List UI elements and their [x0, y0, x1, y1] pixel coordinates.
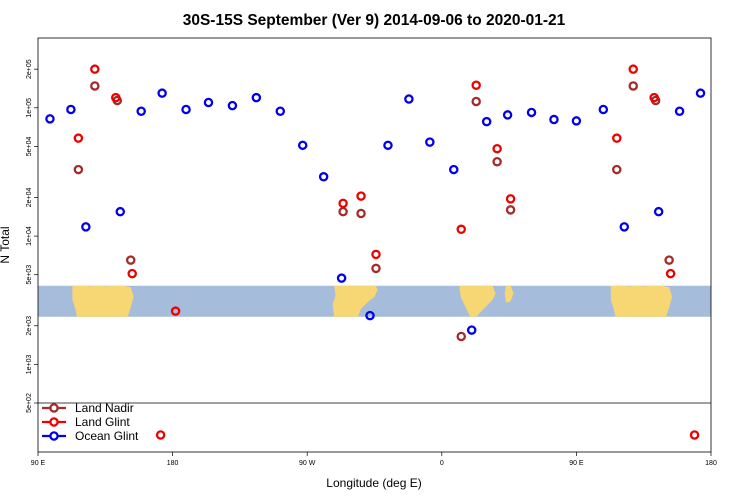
x-tick-label: 90 E [31, 460, 46, 467]
y-tick-label: 1e+05 [26, 98, 33, 118]
y-tick-label: 2e+03 [26, 316, 33, 336]
map-land-south-america [332, 285, 378, 317]
plot-frame [37, 37, 712, 453]
ocean-glint-point [227, 100, 238, 111]
land-glint-point [492, 143, 502, 154]
ocean-glint-point [45, 114, 55, 124]
ocean-glint-point [66, 104, 76, 115]
ocean-glint-point [549, 114, 559, 125]
land-nadir-point [456, 331, 466, 342]
land-glint-point [456, 224, 466, 235]
land-nadir-point [471, 96, 481, 107]
land-glint-point [338, 198, 348, 209]
ocean-glint-point [598, 104, 609, 115]
y-tick-label: 1e+04 [26, 226, 33, 246]
land-nadir-point [492, 156, 502, 167]
land-nadir-point [628, 81, 638, 91]
ocean-glint-point [251, 92, 262, 103]
world-map-band [38, 285, 711, 317]
ocean-glint-point [695, 88, 706, 98]
ocean-glint-point [275, 106, 286, 116]
chart-title: 30S-15S September (Ver 9) 2014-09-06 to … [183, 12, 566, 29]
land-glint-point [371, 249, 381, 260]
legend-label-land-nadir: Land Nadir [75, 401, 134, 415]
ocean-glint-point [136, 106, 146, 116]
land-glint-point [90, 64, 100, 74]
land-glint-point [665, 268, 676, 279]
ocean-glint-point [115, 206, 126, 217]
ocean-glint-point [425, 137, 435, 147]
land-glint-point [111, 92, 121, 103]
ocean-glint-point [404, 94, 414, 104]
x-tick-label: 90 W [299, 460, 316, 467]
ocean-glint-point [297, 140, 308, 151]
land-glint-point [505, 194, 516, 204]
land-nadir-point [90, 81, 100, 91]
ocean-glint-point [81, 222, 91, 232]
y-axis-label: N Total [0, 226, 12, 263]
ocean-glint-point [481, 116, 492, 127]
y-tick-label: 2e+04 [26, 188, 33, 208]
y-tick-label: 5e+02 [26, 393, 33, 413]
ocean-glint-point [653, 206, 664, 217]
land-glint-point [612, 133, 622, 143]
ocean-glint-point [502, 110, 513, 120]
land-glint-below-axis-point [689, 430, 700, 440]
land-glint-point [73, 133, 84, 143]
land-glint-below-axis-point [155, 430, 166, 440]
legend-marker-land-nadir [49, 403, 59, 413]
land-nadir-point [125, 255, 136, 265]
y-tick-label: 2e+05 [26, 59, 33, 79]
land-nadir-point [612, 164, 622, 175]
x-tick-label: 0 [440, 460, 444, 467]
land-glint-point [471, 80, 481, 90]
x-tick-label: 180 [167, 460, 179, 467]
ocean-glint-point [571, 116, 582, 126]
land-nadir-point [371, 263, 381, 274]
ocean-glint-point [203, 97, 214, 108]
y-tick-label: 5e+04 [26, 136, 33, 156]
x-tick-label: 180 [705, 460, 717, 467]
x-axis-label: Longitude (deg E) [326, 476, 421, 490]
ocean-glint-point [336, 273, 347, 283]
map-land-island-2 [627, 301, 632, 311]
land-nadir-point [664, 255, 674, 265]
axes: 2e+05 1e+05 5e+04 2e+04 1e+04 5e+03 2e+03 1e+03… [26, 37, 717, 467]
ocean-glint-point [318, 172, 329, 182]
y-tick-label: 1e+03 [26, 354, 33, 374]
map-land-madagascar [504, 285, 514, 303]
ocean-glint-point [619, 222, 630, 232]
land-glint-point [649, 92, 659, 103]
land-glint-point [127, 268, 137, 279]
legend-marker-ocean-glint [49, 431, 59, 441]
map-land-australia-2 [610, 285, 673, 317]
land-nadir-point [505, 205, 516, 215]
legend-label-land-glint: Land Glint [75, 415, 130, 429]
legend-marker-land-glint [49, 417, 59, 427]
ocean-glint-point [674, 106, 685, 116]
ocean-glint-point [466, 325, 477, 335]
land-nadir-point [338, 206, 348, 217]
y-tick-label: 5e+03 [26, 265, 33, 285]
legend-label-ocean-glint: Ocean Glint [75, 429, 139, 443]
land-glint-point [356, 191, 366, 201]
ocean-glint-point [526, 107, 537, 118]
ocean-glint-point [365, 310, 375, 321]
land-glint-point [170, 306, 181, 316]
land-nadir-point [356, 208, 366, 219]
ocean-glint-point [181, 104, 191, 115]
map-land-australia-1 [72, 285, 134, 317]
x-tick-label: 90 E [569, 460, 584, 467]
ocean-glint-point [157, 88, 167, 98]
map-land-africa [459, 285, 496, 317]
map-land-island-1 [88, 301, 94, 311]
data-points [45, 64, 706, 440]
land-nadir-point [73, 164, 84, 175]
ocean-glint-point [383, 140, 393, 151]
ocean-glint-point [449, 164, 459, 175]
land-glint-point [628, 64, 638, 74]
